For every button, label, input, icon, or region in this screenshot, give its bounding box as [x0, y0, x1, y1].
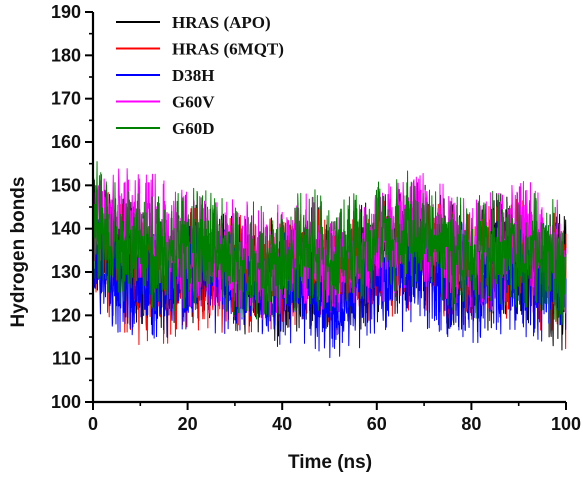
legend-label-0: HRAS (APO)	[172, 13, 271, 32]
legend-label-3: G60V	[172, 93, 215, 112]
plot-area	[92, 161, 567, 359]
series-line-4	[92, 161, 567, 325]
y-axis-label: Hydrogen bonds	[8, 177, 29, 328]
y-tick-label: 110	[52, 349, 81, 369]
y-tick-label: 150	[51, 175, 81, 195]
x-tick-label: 100	[551, 414, 581, 434]
y-tick-label: 160	[51, 132, 81, 152]
y-tick-label: 140	[51, 219, 81, 239]
y-tick-label: 100	[51, 392, 81, 412]
x-axis-label: Time (ns)	[288, 452, 372, 473]
x-tick-label: 0	[88, 414, 98, 434]
legend-label-1: HRAS (6MQT)	[172, 40, 284, 59]
y-tick-label: 190	[51, 2, 81, 22]
axes: 0 20 40 60 80 100 100 110 120 130 140 150 160 170 180 1…	[51, 2, 581, 434]
y-tick-label: 130	[51, 262, 81, 282]
x-tick-label: 40	[272, 414, 292, 434]
legend-label-2: D38H	[172, 66, 215, 85]
x-tick-label: 80	[461, 414, 481, 434]
x-tick-label: 60	[367, 414, 387, 434]
x-tick-label: 20	[178, 414, 198, 434]
y-tick-label: 180	[51, 45, 81, 65]
legend-label-4: G60D	[172, 119, 215, 138]
legend: HRAS (APO) HRAS (6MQT) D38H G60V G60D	[116, 13, 284, 138]
y-tick-label: 120	[51, 305, 81, 325]
y-tick-label: 170	[51, 89, 81, 109]
